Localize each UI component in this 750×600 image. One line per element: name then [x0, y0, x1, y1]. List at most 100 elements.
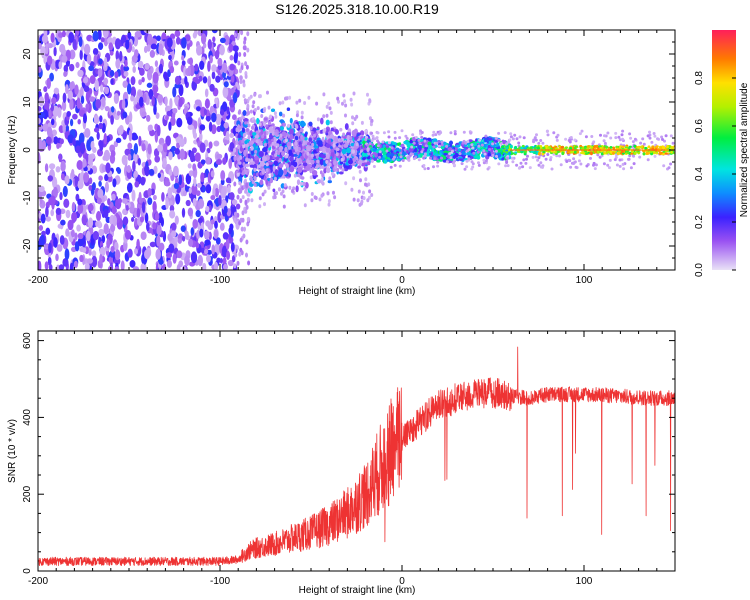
- spectrogram-cell: [152, 194, 157, 201]
- spectrogram-cell: [220, 178, 225, 186]
- spectrogram-cell: [238, 251, 242, 257]
- spectrogram-cell: [510, 149, 513, 151]
- spectrogram-cell: [242, 233, 246, 239]
- spectrogram-cell: [173, 182, 180, 189]
- spectrogram-cell: [165, 135, 172, 147]
- spectrogram-cell: [134, 181, 140, 188]
- spectrogram-cell: [445, 160, 449, 164]
- spectrogram-cell: [654, 149, 657, 151]
- spectrogram-cell: [511, 152, 514, 155]
- spectrogram-cell: [509, 132, 513, 136]
- spectrogram-cell: [282, 204, 286, 209]
- spectrogram-cell: [511, 160, 515, 164]
- spectrogram-cell: [75, 30, 80, 36]
- spectrogram-cell: [92, 182, 96, 191]
- spectrogram-cell: [658, 149, 661, 151]
- spectrogram-cell: [362, 196, 366, 201]
- spectrogram-cell: [82, 247, 87, 253]
- spectrogram-cell: [108, 42, 114, 51]
- spectrogram-cell: [295, 113, 299, 118]
- spectrogram-cell: [548, 146, 552, 149]
- spectrogram-cell: [47, 175, 54, 182]
- spectrogram-cell: [267, 161, 274, 165]
- spectrogram-cell: [195, 44, 203, 56]
- spectrogram-cell: [220, 170, 226, 181]
- spectrogram-cell: [64, 175, 70, 185]
- spectrogram-cell: [309, 126, 313, 131]
- spectrogram-cell: [172, 107, 178, 114]
- spectrogram-cell: [359, 178, 362, 183]
- spectrogram-cell: [368, 142, 372, 146]
- spectrogram-cell: [56, 244, 63, 252]
- spectrogram-cell: [606, 131, 610, 135]
- spectrogram-cell: [480, 143, 484, 147]
- spectrogram-cell: [398, 136, 402, 140]
- spectrogram-cell: [265, 162, 269, 167]
- spectrogram-cell: [257, 164, 261, 169]
- spectrogram-cell: [88, 177, 93, 185]
- spectrogram-cell: [362, 190, 365, 195]
- spectrogram-cell: [474, 141, 478, 146]
- spectrogram-cell: [43, 86, 48, 93]
- spectrogram-cell: [656, 149, 659, 151]
- spectrogram-cell: [623, 149, 626, 151]
- spectrogram-cell: [146, 222, 150, 232]
- spectrogram-cell: [550, 167, 554, 171]
- spectrogram-cell: [125, 39, 130, 50]
- spectrogram-cell: [321, 154, 326, 159]
- spectrogram-cell: [83, 76, 89, 84]
- spectrogram-cell: [205, 205, 210, 212]
- spectrogram-cell: [452, 163, 456, 167]
- spectrogram-cell: [648, 136, 652, 140]
- spectrogram-cell: [166, 37, 173, 48]
- spectrogram-cell: [162, 157, 167, 168]
- spectrogram-cell: [642, 152, 646, 156]
- spectrogram-cell: [361, 162, 366, 167]
- spectrogram-cell: [310, 159, 315, 165]
- spectrogram-cell: [219, 37, 226, 44]
- spectrogram-cell: [295, 100, 299, 105]
- spectrogram-cell: [574, 145, 578, 148]
- spectrogram-cell: [387, 156, 391, 160]
- spectrogram-cell: [352, 157, 357, 163]
- spectrogram-cell: [78, 132, 85, 145]
- spectrogram-cell: [207, 39, 212, 50]
- spectrogram-cell: [133, 142, 139, 155]
- spectrogram-cell: [208, 121, 213, 132]
- spectrogram-cell: [539, 161, 543, 165]
- spectrogram-cell: [208, 204, 212, 213]
- spectrogram-cell: [628, 132, 632, 136]
- spectrogram-cell: [435, 141, 439, 145]
- spectrogram-cell: [569, 136, 573, 139]
- spectrogram-ytick-label: 20: [22, 48, 33, 60]
- spectrogram-cell: [102, 155, 107, 161]
- spectrogram-cell: [163, 142, 168, 153]
- spectrogram-cell: [106, 239, 111, 249]
- spectrogram-cell: [69, 118, 74, 127]
- spectrogram-cell: [649, 150, 653, 154]
- spectrogram-cell: [98, 228, 105, 237]
- spectrogram-cell: [343, 143, 349, 148]
- spectrogram-cell: [405, 137, 409, 140]
- spectrogram-cell: [218, 195, 222, 206]
- spectrogram-cell: [238, 52, 242, 57]
- spectrogram-cell: [144, 249, 151, 260]
- spectrogram-cell: [316, 117, 320, 122]
- spectrogram-cell: [482, 143, 487, 148]
- spectrogram-cell: [538, 149, 541, 151]
- spectrogram-cell: [243, 149, 247, 157]
- spectrogram-cell: [279, 148, 283, 153]
- spectrogram-cell: [640, 145, 644, 149]
- spectrogram-cell: [174, 147, 180, 155]
- spectrogram-cell: [241, 127, 246, 133]
- spectrogram-cell: [52, 105, 59, 117]
- spectrogram-cell: [86, 154, 93, 166]
- spectrogram-cell: [213, 261, 219, 270]
- spectrogram-cell: [539, 139, 543, 142]
- spectrogram-cell: [240, 115, 246, 120]
- spectrogram-cell: [325, 119, 330, 126]
- spectrogram-cell: [273, 195, 277, 200]
- spectrogram-cell: [96, 131, 100, 140]
- spectrogram-cell: [465, 165, 469, 169]
- spectrogram-cell: [278, 169, 284, 176]
